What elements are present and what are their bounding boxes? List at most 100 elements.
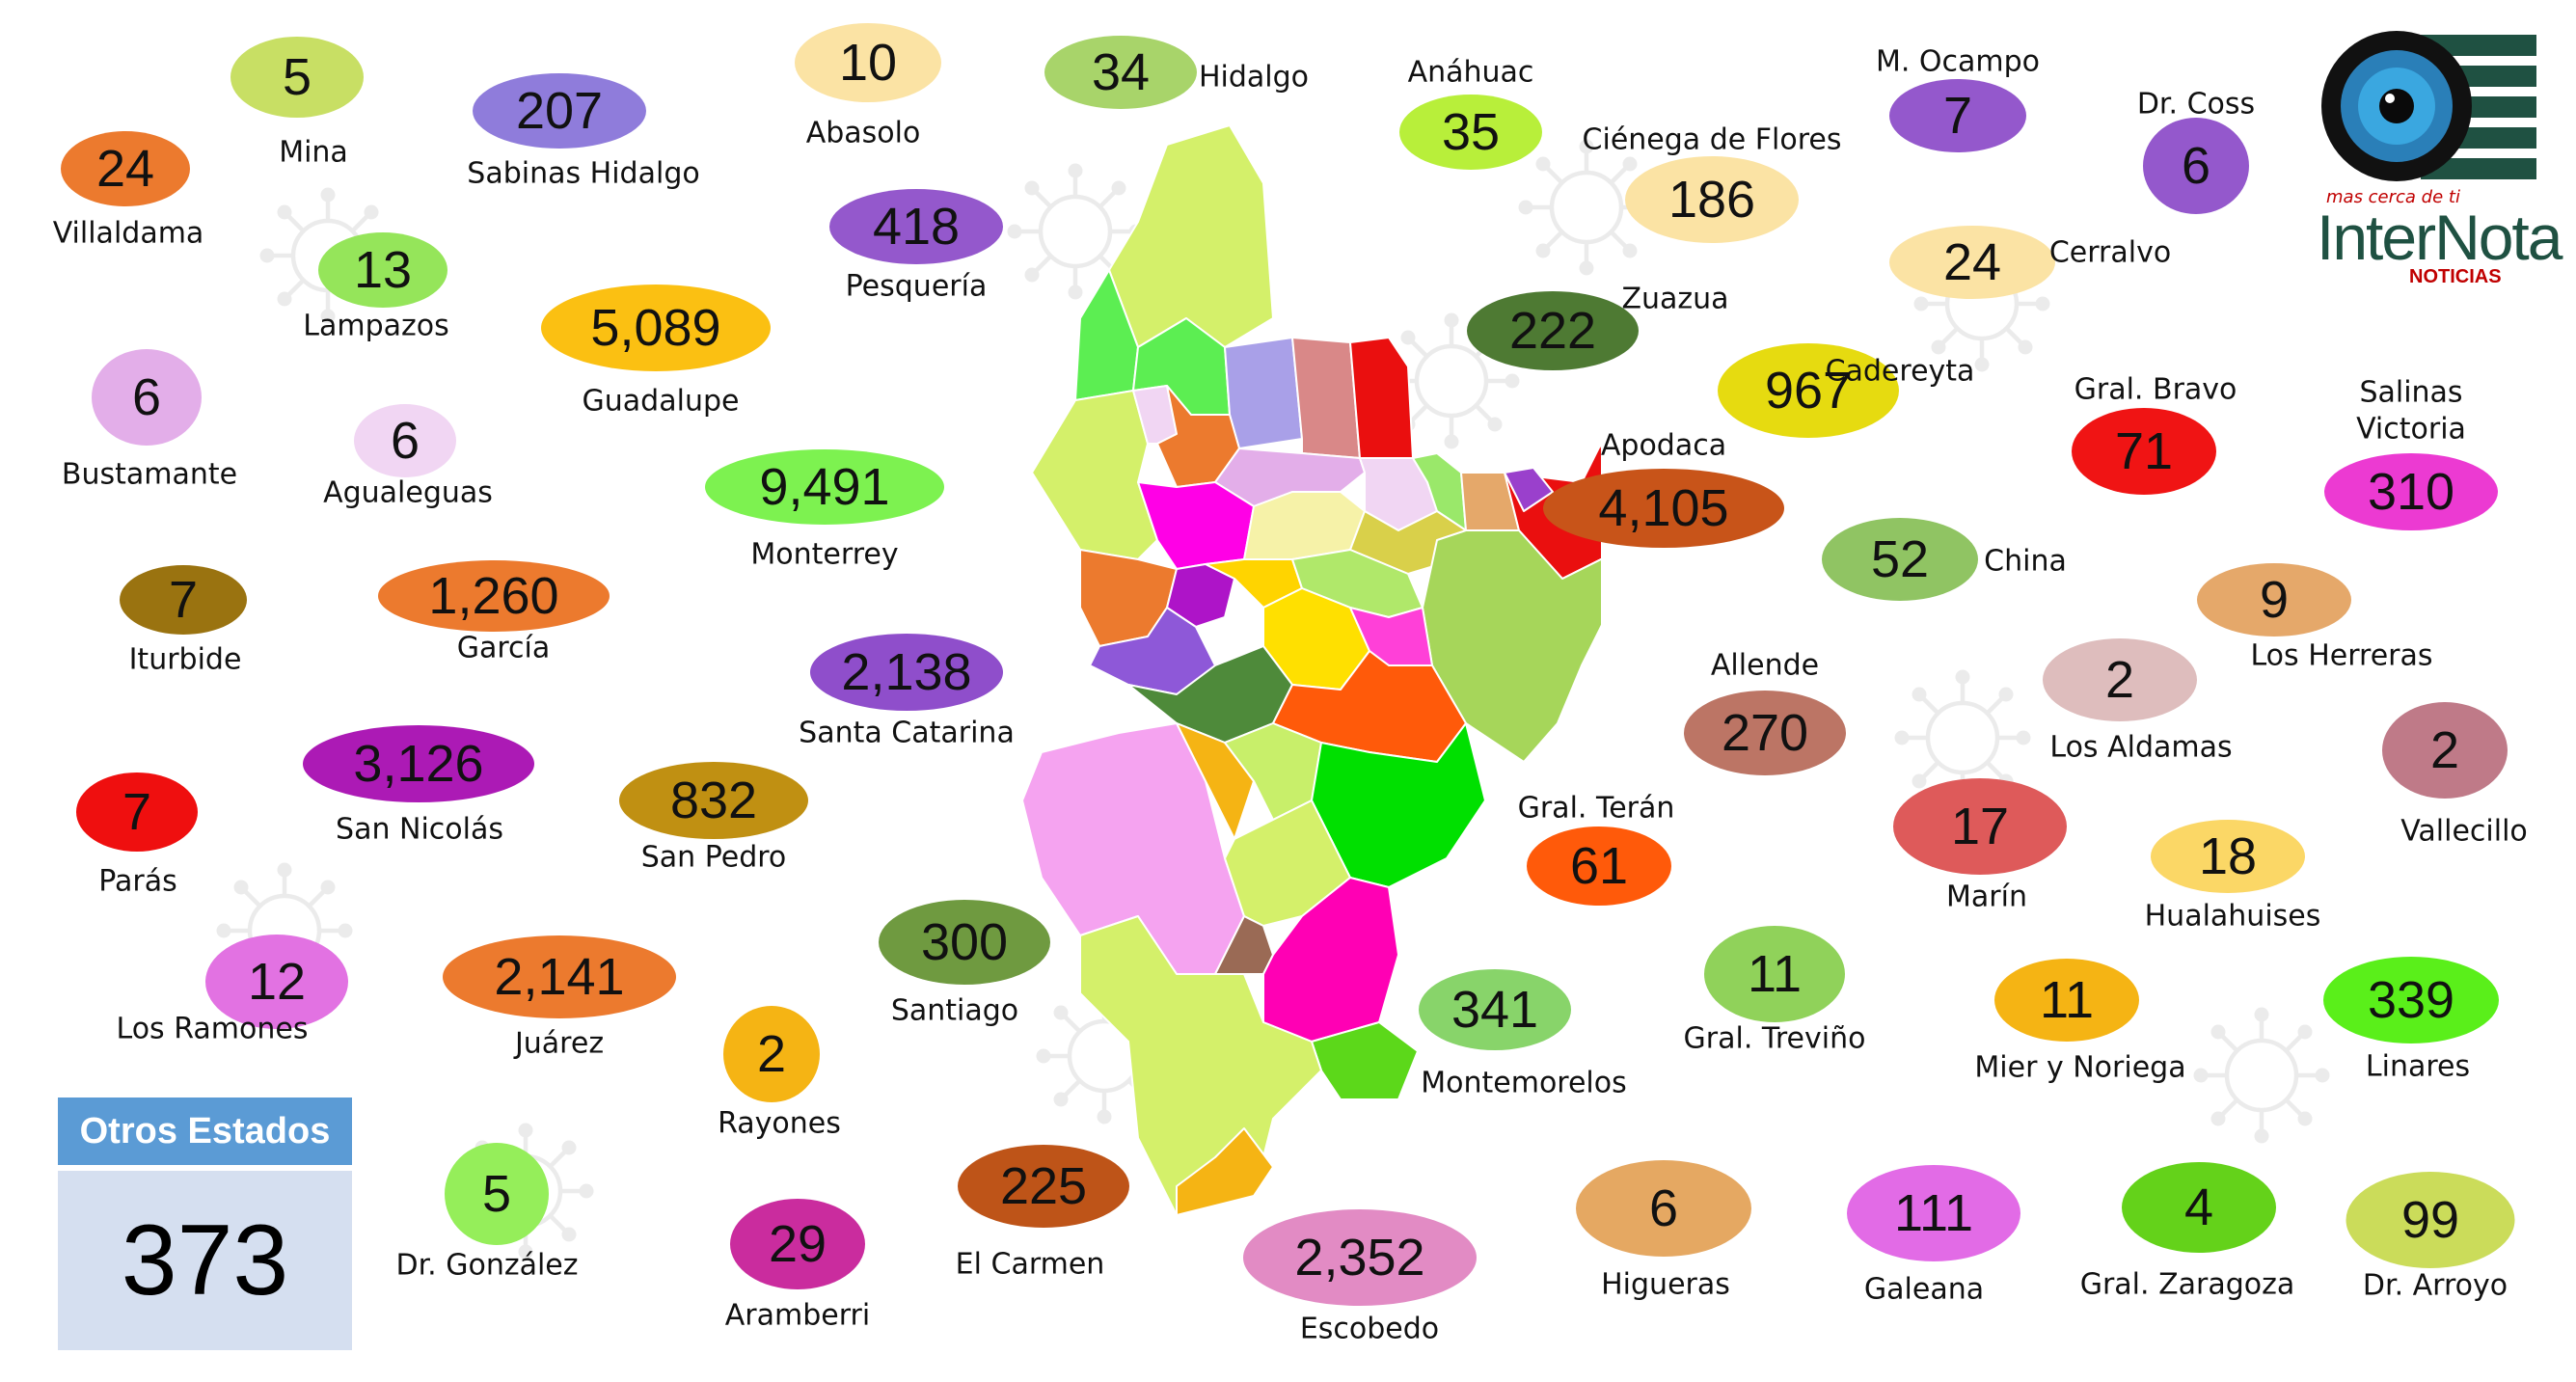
case-count-bubble: 2 [2382,702,2508,799]
municipio-name: Mina [279,135,348,170]
case-count-bubble: 222 [1467,291,1639,370]
case-count-bubble: 7 [120,565,247,635]
case-count-bubble: 9,491 [705,449,944,525]
case-count-bubble: 5 [445,1143,549,1245]
municipio-name: Apodaca [1600,428,1727,463]
case-count-bubble: 10 [795,23,941,102]
case-count-bubble: 2 [2043,638,2197,721]
case-count-bubble: 17 [1893,778,2067,875]
municipio-name: M. Ocampo [1875,44,2041,79]
municipio-name: Parás [98,864,177,899]
case-count-bubble: 61 [1527,826,1671,906]
case-count-bubble: 225 [958,1145,1129,1228]
virus-icon [2189,1003,2334,1148]
municipio-name: Cerralvo [2048,235,2172,270]
logo-tagline: mas cerca de ti [2326,187,2460,207]
otros-estados-box: Otros Estados 373 [58,1097,352,1350]
otros-estados-label: Otros Estados [58,1097,352,1165]
municipio-name: Anáhuac [1407,55,1534,90]
case-count-bubble: 186 [1625,156,1799,243]
municipio-name: Monterrey [750,537,899,572]
municipio-name: Abasolo [805,116,921,150]
case-count-bubble: 12 [205,935,348,1029]
case-count-bubble: 4 [2122,1162,2276,1253]
municipio-name: Gral. Bravo [2074,372,2237,407]
municipio-name: Santa Catarina [799,716,1015,750]
case-count-bubble: 339 [2323,957,2499,1043]
municipio-name: García [456,631,551,665]
camera-lens-icon [2321,31,2536,181]
case-count-bubble: 6 [354,404,456,477]
municipio-name: Linares [2365,1049,2471,1084]
municipio-name: Salinas Victoria [2356,375,2466,447]
municipio-name: Escobedo [1299,1312,1440,1346]
case-count-bubble: 207 [473,73,646,149]
municipio-name: Marín [1946,880,2027,914]
municipio-name: Ciénega de Flores [1582,122,1842,157]
case-count-bubble: 270 [1684,691,1846,775]
case-count-bubble: 6 [92,349,202,446]
case-count-bubble: 11 [1994,959,2139,1042]
case-count-bubble: 300 [879,900,1050,985]
municipio-name: Gral. Terán [1517,791,1675,826]
case-count-bubble: 18 [2151,820,2305,893]
case-count-bubble: 52 [1822,518,1978,601]
municipio-name: Pesquería [845,269,988,304]
case-count-bubble: 9 [2197,563,2351,637]
internota-logo: mas cerca de ti InterNota NOTICIAS [2305,27,2562,287]
municipio-name: Los Ramones [116,1012,309,1046]
municipio-name: El Carmen [955,1247,1105,1282]
case-count-bubble: 2,138 [810,634,1003,711]
case-count-bubble: 11 [1704,926,1845,1022]
municipio-name: Zuazua [1621,282,1729,316]
municipio-name: Galeana [1863,1272,1985,1307]
case-count-bubble: 35 [1399,95,1542,170]
nuevo-leon-map [1021,125,1601,1216]
municipio-name: Mier y Noriega [1974,1050,2186,1085]
case-count-bubble: 6 [1576,1160,1751,1257]
case-count-bubble: 7 [1889,79,2026,152]
case-count-bubble: 29 [730,1199,865,1289]
municipio-name: Vallecillo [2400,814,2528,849]
case-count-bubble: 2 [723,1006,820,1102]
municipio-name: Santiago [890,993,1019,1028]
logo-name: InterNota [2317,202,2562,273]
municipio-name: Lampazos [303,309,449,343]
municipio-name: Sabinas Hidalgo [467,156,700,191]
case-count-bubble: 2,141 [443,935,676,1018]
municipio-name: Los Aldamas [2049,730,2233,765]
case-count-bubble: 6 [2143,118,2249,214]
case-count-bubble: 24 [61,131,190,206]
municipio-name: Agualeguas [323,475,493,510]
case-count-bubble: 99 [2346,1172,2515,1268]
municipio-name: Gral. Zaragoza [2079,1267,2295,1302]
case-count-bubble: 3,126 [303,725,534,802]
municipio-name: Montemorelos [1421,1066,1627,1100]
case-count-bubble: 341 [1419,969,1571,1050]
municipio-name: China [1984,544,2067,579]
case-count-bubble: 2,352 [1243,1209,1477,1306]
case-count-bubble: 967 [1718,343,1899,438]
municipio-name: Los Herreras [2250,638,2433,673]
case-count-bubble: 111 [1847,1165,2020,1261]
municipio-name: Guadalupe [582,384,740,419]
case-count-bubble: 418 [829,189,1003,264]
case-count-bubble: 7 [76,772,198,852]
municipio-name: Dr. Arroyo [2362,1268,2508,1303]
otros-estados-value: 373 [58,1171,352,1350]
municipio-name: Dr. Coss [2136,87,2256,122]
case-count-bubble: 832 [619,762,808,839]
municipio-name: Aramberri [724,1298,871,1333]
case-count-bubble: 34 [1044,36,1197,109]
municipio-name: San Pedro [640,840,787,875]
case-count-bubble: 5,089 [541,285,771,371]
municipio-name: Hidalgo [1198,60,1310,95]
case-count-bubble: 24 [1889,226,2055,299]
municipio-name: San Nicolás [336,812,503,847]
municipio-name: Allende [1710,648,1820,683]
municipio-name: Higueras [1601,1267,1730,1302]
case-count-bubble: 71 [2072,408,2216,495]
municipio-name: Cadereyta [1825,354,1975,389]
municipio-name: Hualahuises [2144,899,2321,934]
